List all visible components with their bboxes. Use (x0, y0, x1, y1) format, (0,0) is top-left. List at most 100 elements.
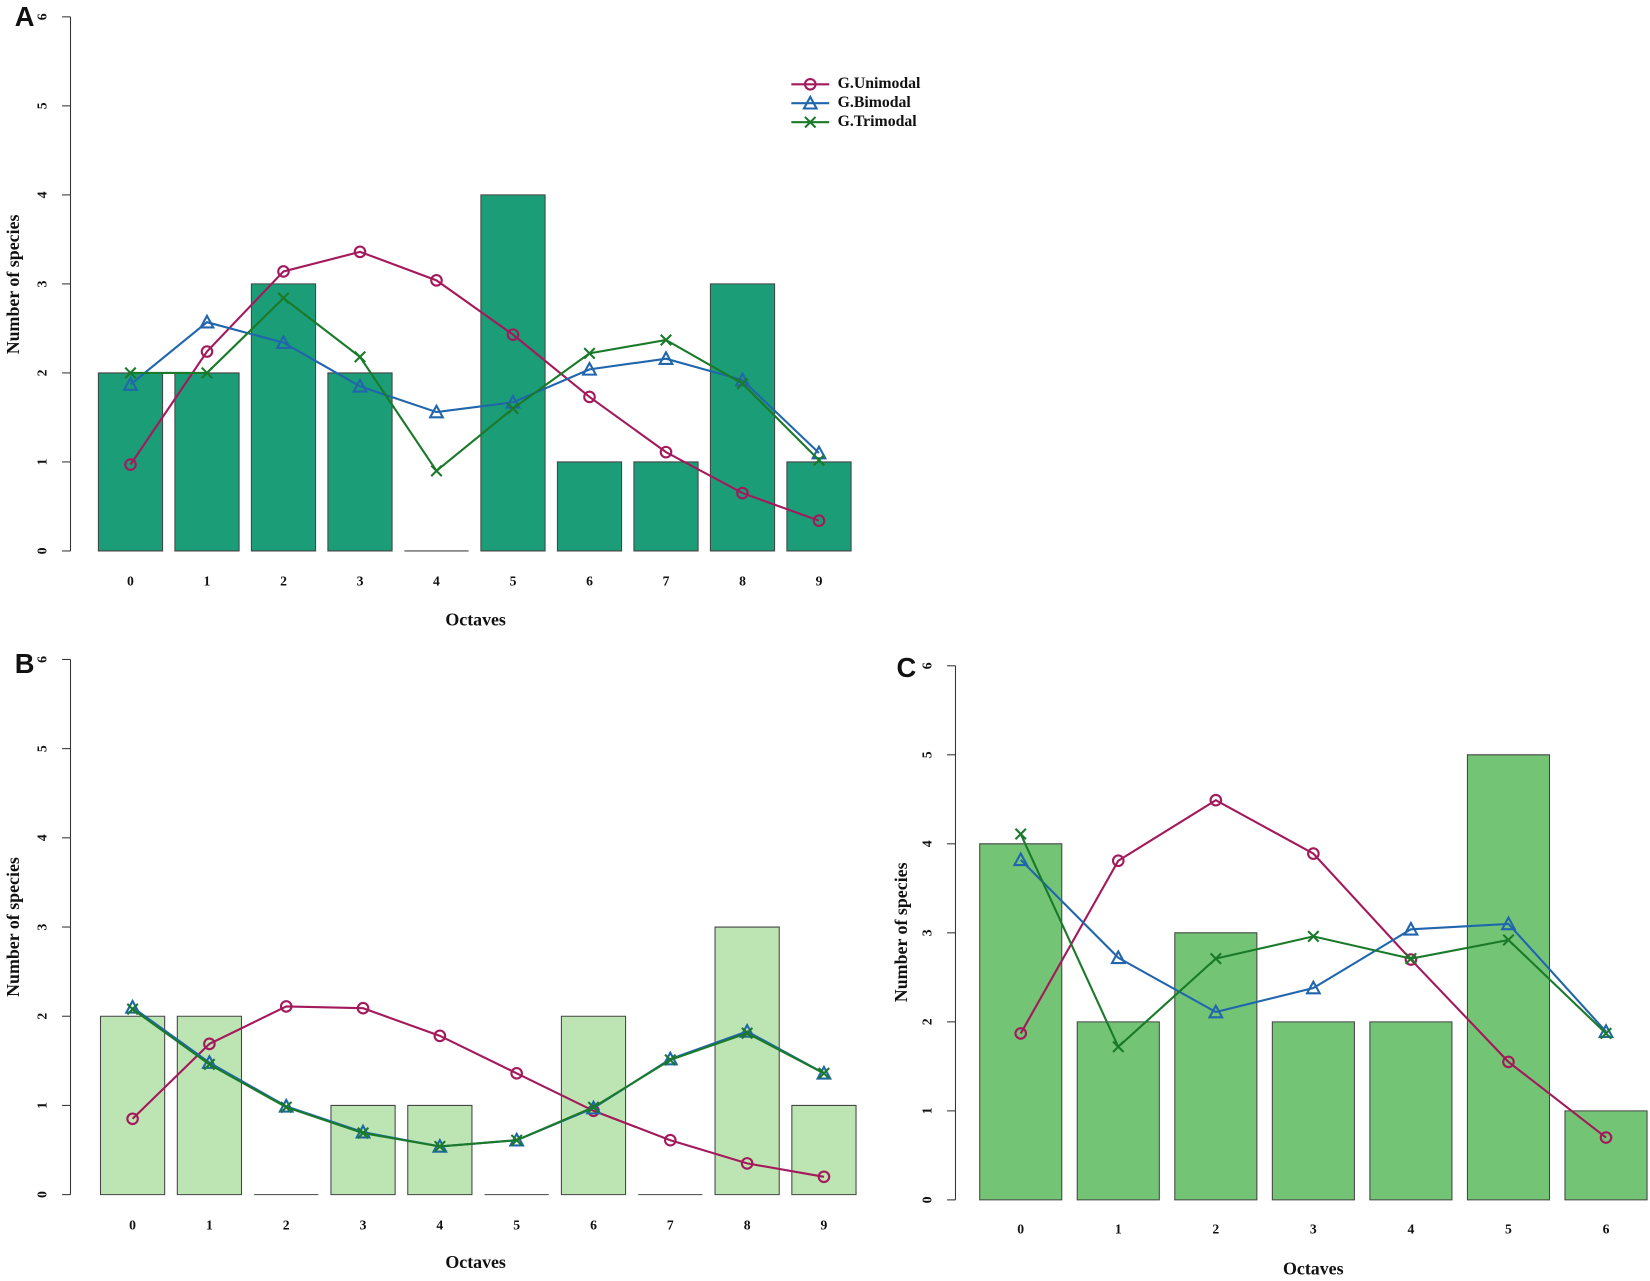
marker (740, 1157, 754, 1170)
x-tick-label: 1 (206, 1217, 213, 1232)
bar (1174, 932, 1258, 1201)
marker (353, 350, 366, 363)
x-tick-label: 3 (357, 574, 364, 589)
marker (203, 1058, 216, 1071)
chart: C 0 1 2 3 4 5 6 Octaves Number of species 0 1 2 3 4 5 6 (891, 652, 1648, 1279)
marker (356, 1001, 370, 1015)
x-tick-label: 6 (586, 574, 593, 589)
marker (812, 514, 826, 528)
marker (1112, 1040, 1125, 1053)
marker (200, 345, 214, 358)
y-tick-label: 3 (919, 929, 934, 936)
marker (583, 347, 596, 360)
y-tick-label: 6 (919, 662, 934, 669)
marker (126, 1003, 139, 1016)
x-tick-label: 0 (1017, 1222, 1024, 1237)
x-axis-label: Octaves (445, 610, 506, 630)
y-tick-label: 0 (919, 1196, 934, 1203)
marker (663, 1133, 677, 1147)
marker (510, 1134, 523, 1147)
panel-label: B (15, 648, 35, 679)
y-tick-label: 4 (34, 834, 49, 841)
x-tick-label: 8 (739, 574, 746, 589)
line (129, 321, 820, 454)
y-tick-label: 4 (34, 191, 49, 198)
marker (124, 998, 141, 1014)
marker (200, 366, 213, 379)
bar (709, 283, 776, 552)
marker (126, 1112, 139, 1126)
y-tick-label: 2 (919, 1018, 934, 1025)
line (130, 296, 820, 473)
bar (1466, 754, 1551, 1201)
marker (357, 1127, 370, 1140)
marker (203, 1037, 216, 1051)
marker (506, 328, 520, 341)
bar (480, 194, 546, 552)
marker (1600, 1027, 1613, 1040)
x-tick-label: 8 (744, 1217, 751, 1232)
x-tick-label: 6 (1603, 1222, 1610, 1237)
x-tick-label: 2 (1212, 1222, 1219, 1237)
x-tick-label: 1 (1115, 1222, 1122, 1237)
y-tick-label: 3 (34, 923, 49, 930)
x-tick-label: 7 (663, 574, 670, 589)
marker (1014, 828, 1027, 841)
x-tick-label: 0 (129, 1217, 136, 1232)
y-tick-label: 6 (34, 13, 49, 20)
marker (351, 377, 369, 393)
y-tick-label: 2 (34, 369, 49, 376)
marker (1110, 949, 1127, 965)
marker (277, 292, 290, 305)
bar (1271, 1021, 1355, 1201)
marker (506, 402, 519, 415)
bar (97, 372, 164, 552)
x-tick-label: 4 (433, 574, 440, 589)
marker (1307, 847, 1320, 860)
marker (275, 334, 292, 349)
y-tick-label: 5 (34, 102, 49, 109)
marker (433, 1029, 447, 1043)
marker (280, 1101, 293, 1114)
y-tick-label: 5 (919, 751, 934, 758)
bar (250, 283, 317, 552)
marker (1207, 1003, 1224, 1019)
marker (736, 486, 749, 500)
bar (791, 1104, 857, 1196)
bar (556, 461, 623, 552)
marker (1012, 851, 1029, 867)
bar (979, 843, 1063, 1201)
marker (741, 1027, 754, 1040)
marker (428, 403, 445, 419)
marker (659, 445, 673, 459)
x-tick-label: 5 (513, 1217, 520, 1232)
marker (581, 360, 598, 376)
marker (433, 1140, 446, 1153)
x-tick-label: 9 (816, 574, 823, 589)
chart: B 0 1 2 3 4 5 6 Octaves Number of species 0 1 2 3 4 5 6 7… (3, 648, 857, 1272)
x-tick-label: 3 (360, 1217, 367, 1232)
bar (1564, 1110, 1648, 1201)
x-tick-label: 5 (510, 574, 517, 589)
y-tick-label: 0 (34, 1191, 49, 1198)
marker (124, 458, 137, 471)
x-tick-label: 2 (280, 574, 287, 589)
marker (1014, 1027, 1028, 1040)
chart: A 0 1 2 3 4 5 6 Octaves Number of species 0 1 2 3 4 5 6 7… (3, 1, 921, 629)
marker (510, 1066, 523, 1080)
marker (1404, 953, 1418, 966)
bar (330, 1104, 396, 1196)
legend-label: G.Trimodal (838, 113, 918, 130)
x-tick-label: 6 (590, 1217, 597, 1232)
marker (583, 390, 596, 404)
marker (430, 274, 443, 287)
y-axis-label: Number of species (3, 857, 23, 997)
marker (198, 313, 216, 329)
bar (714, 926, 780, 1196)
x-axis-label: Octaves (1283, 1259, 1344, 1279)
legend-label: G.Bimodal (838, 94, 912, 111)
marker (1307, 930, 1320, 943)
marker (122, 375, 139, 391)
marker (810, 444, 828, 460)
